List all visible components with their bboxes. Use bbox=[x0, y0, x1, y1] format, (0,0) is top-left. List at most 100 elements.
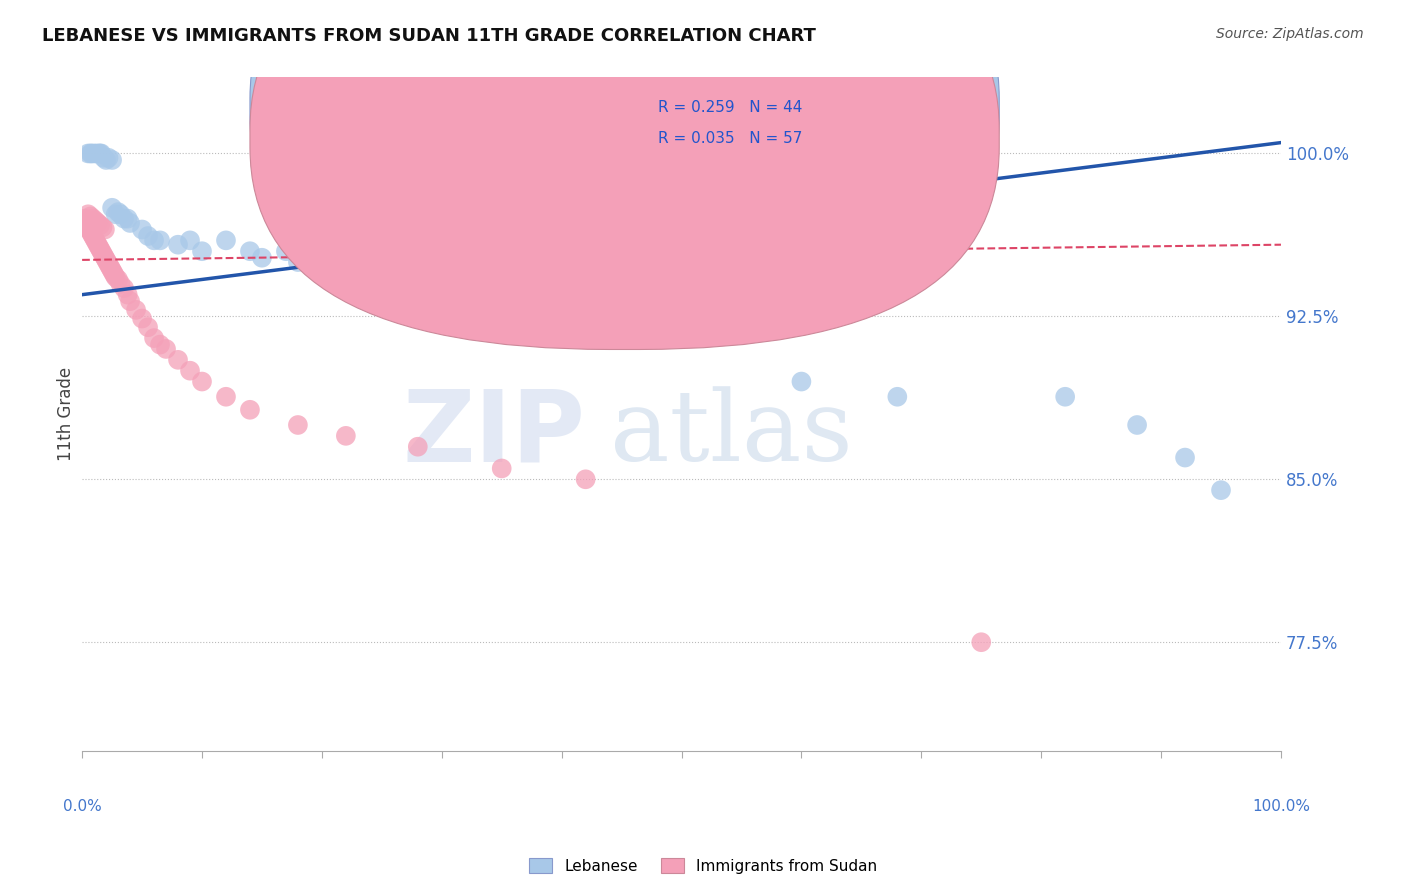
Point bbox=[371, 266, 394, 280]
Point bbox=[191, 375, 214, 389]
Text: 100.0%: 100.0% bbox=[1251, 798, 1310, 814]
Point bbox=[136, 229, 159, 244]
Text: atlas: atlas bbox=[610, 386, 852, 483]
Point bbox=[179, 364, 201, 378]
Point bbox=[335, 429, 357, 443]
Point bbox=[101, 264, 124, 278]
Point bbox=[107, 205, 129, 219]
Y-axis label: 11th Grade: 11th Grade bbox=[58, 368, 75, 461]
Point bbox=[1209, 483, 1232, 498]
Point bbox=[80, 227, 103, 241]
Point bbox=[76, 218, 98, 232]
Point bbox=[77, 146, 100, 161]
Point bbox=[274, 244, 297, 259]
Point bbox=[287, 255, 309, 269]
Point bbox=[98, 260, 121, 274]
Point bbox=[97, 257, 120, 271]
Point bbox=[90, 146, 112, 161]
Point bbox=[87, 146, 110, 161]
Point bbox=[79, 225, 101, 239]
Point bbox=[94, 222, 117, 236]
Point bbox=[93, 151, 115, 165]
Point bbox=[149, 337, 172, 351]
Point bbox=[395, 266, 418, 280]
Point bbox=[239, 244, 262, 259]
Text: Source: ZipAtlas.com: Source: ZipAtlas.com bbox=[1216, 27, 1364, 41]
Point bbox=[125, 302, 148, 317]
Text: LEBANESE VS IMMIGRANTS FROM SUDAN 11TH GRADE CORRELATION CHART: LEBANESE VS IMMIGRANTS FROM SUDAN 11TH G… bbox=[42, 27, 815, 45]
Point bbox=[101, 201, 124, 215]
Point bbox=[575, 310, 598, 324]
Point bbox=[347, 266, 370, 280]
Point bbox=[1126, 417, 1149, 432]
Point bbox=[406, 440, 429, 454]
Point bbox=[790, 375, 813, 389]
Point bbox=[100, 261, 122, 276]
Point bbox=[82, 229, 104, 244]
Point bbox=[75, 216, 97, 230]
Point bbox=[136, 320, 159, 334]
Point bbox=[886, 390, 908, 404]
Point bbox=[94, 252, 117, 267]
Point bbox=[83, 146, 105, 161]
Point bbox=[695, 320, 717, 334]
Point bbox=[86, 216, 108, 230]
FancyBboxPatch shape bbox=[592, 91, 891, 161]
Point bbox=[77, 220, 100, 235]
Point bbox=[84, 214, 107, 228]
Point bbox=[491, 287, 513, 301]
Point bbox=[112, 211, 135, 226]
Point bbox=[91, 246, 114, 260]
Point bbox=[120, 294, 142, 309]
Point bbox=[120, 216, 142, 230]
Point bbox=[94, 153, 117, 167]
Point bbox=[110, 277, 132, 291]
Point bbox=[77, 207, 100, 221]
Point bbox=[250, 251, 273, 265]
Point bbox=[143, 233, 166, 247]
Point bbox=[104, 207, 127, 221]
Text: R = 0.259   N = 44: R = 0.259 N = 44 bbox=[658, 100, 801, 115]
Point bbox=[86, 146, 108, 161]
Point bbox=[215, 233, 238, 247]
Point bbox=[970, 635, 993, 649]
Point bbox=[86, 235, 108, 250]
Point bbox=[131, 311, 153, 326]
Point bbox=[104, 270, 127, 285]
Point bbox=[86, 237, 108, 252]
Point bbox=[107, 272, 129, 286]
FancyBboxPatch shape bbox=[250, 0, 1000, 350]
Point bbox=[80, 146, 103, 161]
Point bbox=[215, 390, 238, 404]
Point bbox=[179, 233, 201, 247]
Point bbox=[79, 146, 101, 161]
Point bbox=[491, 461, 513, 475]
Point bbox=[143, 331, 166, 345]
Point bbox=[73, 211, 96, 226]
Point bbox=[167, 237, 190, 252]
Point bbox=[97, 151, 120, 165]
Point bbox=[89, 146, 111, 161]
Point bbox=[191, 244, 214, 259]
Point bbox=[131, 222, 153, 236]
FancyBboxPatch shape bbox=[250, 0, 1000, 319]
Point bbox=[117, 287, 139, 301]
Point bbox=[311, 244, 333, 259]
Point bbox=[1174, 450, 1197, 465]
Point bbox=[89, 242, 111, 256]
Point bbox=[96, 255, 118, 269]
Point bbox=[1054, 390, 1077, 404]
Point bbox=[94, 251, 117, 265]
Point bbox=[82, 211, 104, 226]
Point bbox=[575, 472, 598, 486]
Point bbox=[167, 352, 190, 367]
Point bbox=[239, 402, 262, 417]
Point bbox=[103, 268, 125, 282]
Text: 0.0%: 0.0% bbox=[63, 798, 101, 814]
Point bbox=[101, 153, 124, 167]
Point bbox=[79, 210, 101, 224]
Text: R = 0.035   N = 57: R = 0.035 N = 57 bbox=[658, 130, 801, 145]
Text: ZIP: ZIP bbox=[402, 386, 586, 483]
Point bbox=[149, 233, 172, 247]
Point bbox=[79, 222, 101, 236]
